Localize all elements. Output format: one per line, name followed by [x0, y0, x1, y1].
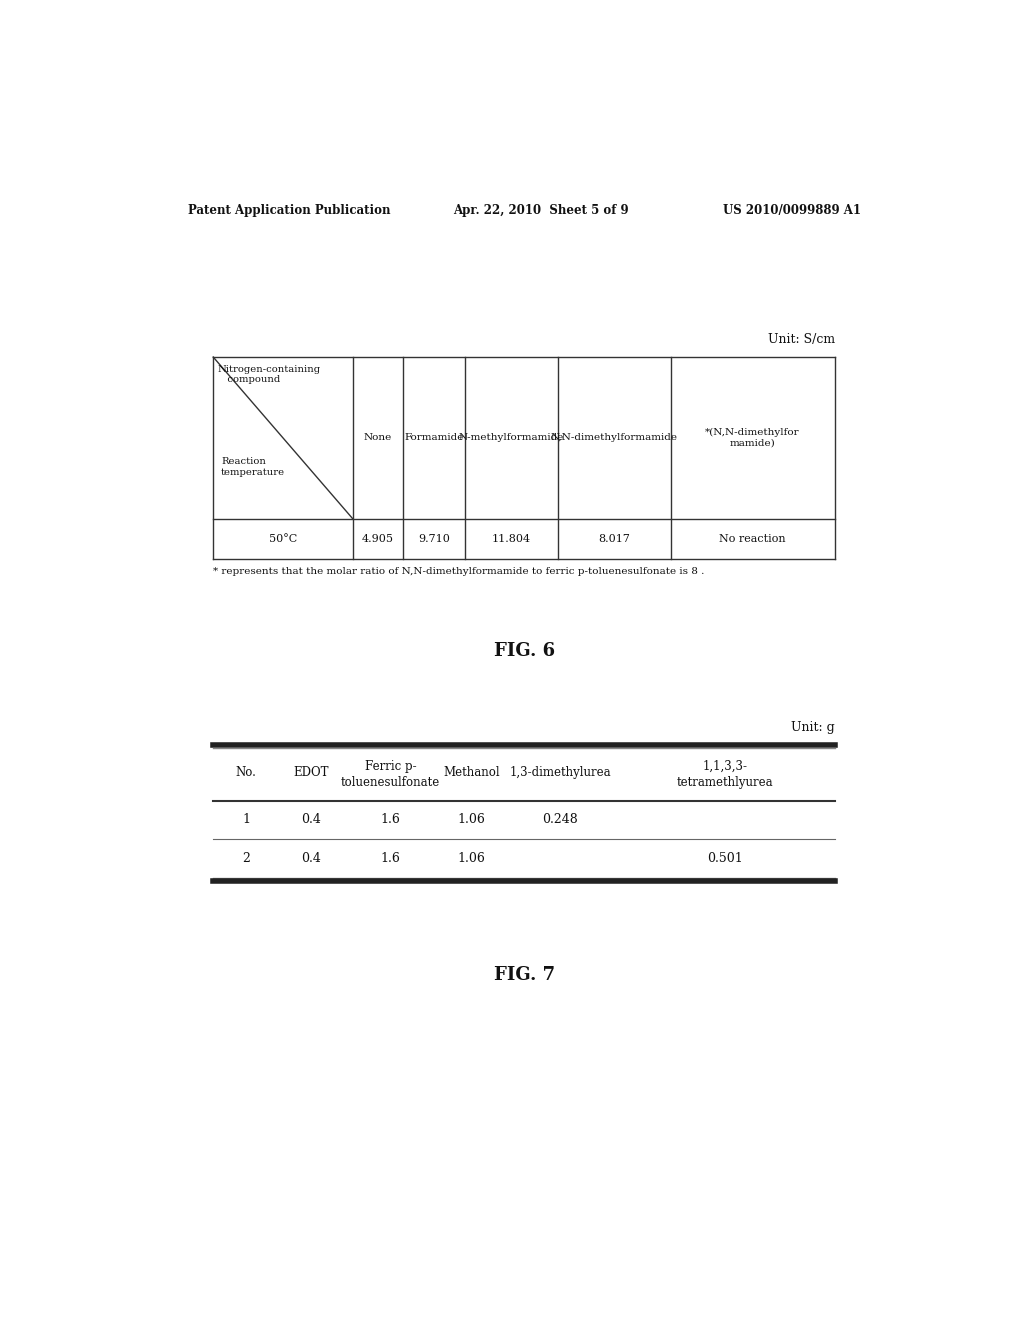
Text: No.: No. — [236, 767, 257, 779]
Text: Formamide: Formamide — [404, 433, 464, 442]
Text: N-methylformamide: N-methylformamide — [459, 433, 564, 442]
Text: 4.905: 4.905 — [361, 533, 394, 544]
Text: No reaction: No reaction — [719, 533, 786, 544]
Text: N,N-dimethylformamide: N,N-dimethylformamide — [551, 433, 678, 442]
Text: 1.06: 1.06 — [458, 851, 485, 865]
Text: Nitrogen-containing
   compound: Nitrogen-containing compound — [218, 364, 322, 384]
Text: 8.017: 8.017 — [598, 533, 630, 544]
Text: 0.4: 0.4 — [301, 851, 322, 865]
Text: 50°C: 50°C — [269, 533, 297, 544]
Text: 1: 1 — [243, 813, 250, 826]
Text: * represents that the molar ratio of N,N-dimethylformamide to ferric p-toluenesu: * represents that the molar ratio of N,N… — [213, 566, 705, 576]
Text: FIG. 7: FIG. 7 — [495, 966, 555, 983]
Text: FIG. 6: FIG. 6 — [495, 643, 555, 660]
Text: 1.6: 1.6 — [381, 851, 400, 865]
Text: 1,1,3,3-: 1,1,3,3- — [702, 760, 748, 772]
Text: 0.4: 0.4 — [301, 813, 322, 826]
Text: Apr. 22, 2010  Sheet 5 of 9: Apr. 22, 2010 Sheet 5 of 9 — [454, 205, 629, 218]
Text: Ferric p-: Ferric p- — [365, 760, 417, 772]
Text: 11.804: 11.804 — [493, 533, 531, 544]
Text: Reaction
temperature: Reaction temperature — [221, 457, 285, 477]
Text: EDOT: EDOT — [294, 767, 329, 779]
Text: 9.710: 9.710 — [418, 533, 451, 544]
Text: *(N,N-dimethylfor
mamide): *(N,N-dimethylfor mamide) — [706, 428, 800, 447]
Text: Unit: S/cm: Unit: S/cm — [768, 333, 835, 346]
Text: tetramethlyurea: tetramethlyurea — [677, 776, 773, 789]
Text: Methanol: Methanol — [443, 767, 500, 779]
Text: None: None — [364, 433, 392, 442]
Text: 0.248: 0.248 — [542, 813, 578, 826]
Text: 0.501: 0.501 — [707, 851, 742, 865]
Text: Patent Application Publication: Patent Application Publication — [188, 205, 391, 218]
Text: 2: 2 — [243, 851, 250, 865]
Text: Unit: g: Unit: g — [792, 721, 835, 734]
Text: US 2010/0099889 A1: US 2010/0099889 A1 — [723, 205, 861, 218]
Text: toluenesulfonate: toluenesulfonate — [341, 776, 440, 789]
Text: 1.6: 1.6 — [381, 813, 400, 826]
Text: 1,3-dimethylurea: 1,3-dimethylurea — [509, 767, 611, 779]
Text: 1.06: 1.06 — [458, 813, 485, 826]
